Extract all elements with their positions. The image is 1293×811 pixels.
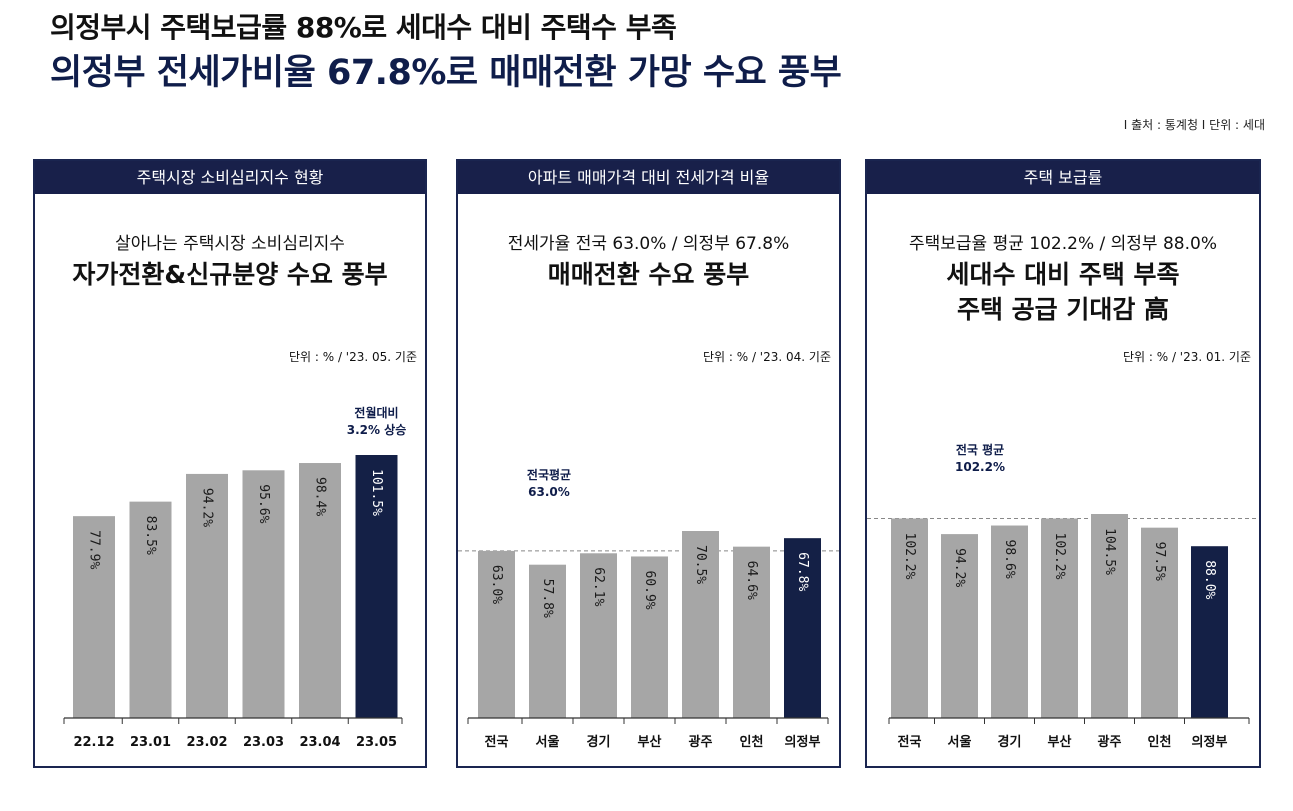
unit-note: 단위 : % / '23. 05. 기준	[288, 350, 417, 364]
panel-headline-line-2: 주택 공급 기대감 高	[956, 295, 1170, 324]
annotation-text: 전국평균	[527, 467, 571, 482]
bar	[73, 516, 115, 718]
panel-headline: 매매전환 수요 풍부	[547, 260, 750, 289]
category-label: 전국	[898, 734, 922, 750]
panel-header: 아파트 매매가격 대비 전세가격 비율	[458, 161, 839, 194]
panel-subtitle: 전세가율 전국 63.0% / 의정부 67.8%	[507, 234, 790, 254]
category-label: 22.12	[73, 735, 114, 750]
bar-value-label: 97.5%	[1152, 542, 1167, 581]
bar-value-label: 101.5%	[369, 469, 384, 516]
bar-value-label: 83.5%	[143, 516, 158, 555]
bar-value-label: 88.0%	[1202, 560, 1217, 599]
bar-value-label: 62.1%	[591, 567, 606, 606]
bar	[478, 550, 515, 718]
panel-subtitle: 살아나는 주택시장 소비심리지수	[115, 234, 345, 254]
bar	[580, 553, 617, 718]
annotation-text: 3.2% 상승	[347, 422, 407, 437]
category-label: 인천	[1148, 734, 1172, 750]
unit-note: 단위 : % / '23. 04. 기준	[702, 350, 831, 364]
bar-value-label: 104.5%	[1102, 528, 1117, 575]
sentiment-bar-chart: 77.9% 22.12 83.5% 23.01 94.2% 23.02 95.6% 23.03…	[63, 405, 407, 750]
panel-consumer-sentiment: 주택시장 소비심리지수 현황 살아나는 주택시장 소비심리지수 자가전환&신규분…	[33, 159, 427, 768]
unit-note: 단위 : % / '23. 01. 기준	[1122, 350, 1251, 364]
bar	[891, 518, 928, 718]
bar-value-label: 67.8%	[795, 552, 810, 591]
category-label: 전국	[485, 734, 509, 750]
bar	[1091, 514, 1128, 718]
bar	[682, 531, 719, 718]
bar	[733, 546, 770, 718]
bar-value-label: 57.8%	[540, 579, 555, 618]
bar	[299, 463, 341, 718]
bar-value-label: 102.2%	[902, 532, 917, 579]
category-label: 경기	[587, 734, 611, 750]
category-label: 23.02	[186, 735, 227, 750]
bar-value-label: 102.2%	[1052, 532, 1067, 579]
bar	[355, 455, 398, 718]
annotation-text: 전국 평균	[956, 442, 1004, 457]
category-label: 광주	[689, 735, 713, 750]
panel-subtitle: 주택보급율 평균 102.2% / 의정부 88.0%	[909, 234, 1217, 254]
category-label: 경기	[998, 734, 1022, 750]
bar	[242, 470, 285, 718]
bar	[631, 556, 668, 718]
bar	[941, 534, 978, 718]
bar	[1141, 527, 1178, 718]
annotation-text: 63.0%	[528, 485, 570, 499]
category-label: 의정부	[1192, 734, 1228, 750]
bar-value-label: 77.9%	[87, 530, 102, 569]
annotation-text: 102.2%	[955, 460, 1005, 474]
title-line-1: 의정부시 주택보급률 88%로 세대수 대비 주택수 부족	[50, 11, 677, 44]
jeonse-ratio-bar-chart: 63.0% 전국 57.8% 서울 62.1% 경기 60.9% 부산 70.5% 광주 64.6%…	[458, 467, 839, 750]
panel-header: 주택시장 소비심리지수 현황	[35, 161, 425, 194]
category-label: 23.01	[130, 735, 171, 750]
bar-value-label: 94.2%	[200, 488, 215, 527]
panel-header: 주택 보급률	[867, 161, 1259, 194]
title-line-2: 의정부 전세가비율 67.8%로 매매전환 가망 수요 풍부	[50, 53, 842, 93]
housing-supply-bar-chart: 102.2% 전국 94.2% 서울 98.6% 경기 102.2% 부산 104.5% 광주 97…	[867, 442, 1259, 750]
bar-value-label: 95.6%	[256, 484, 271, 523]
bar	[129, 501, 172, 718]
category-label: 서울	[536, 734, 560, 750]
bar-value-label: 94.2%	[952, 548, 967, 587]
bar-value-label: 70.5%	[693, 545, 708, 584]
category-label: 의정부	[785, 734, 821, 750]
bar	[186, 473, 228, 718]
bar-value-label: 60.9%	[642, 570, 657, 609]
category-label: 부산	[1048, 734, 1072, 750]
panel-headline: 세대수 대비 주택 부족 주택 공급 기대감 高	[867, 257, 1259, 327]
annotation-text: 전월대비	[354, 405, 398, 420]
panel-housing-supply: 주택 보급률 주택보급율 평균 102.2% / 의정부 88.0% 세대수 대…	[865, 159, 1261, 768]
panel-headline: 자가전환&신규분양 수요 풍부	[72, 260, 388, 289]
bar-value-label: 63.0%	[489, 565, 504, 604]
bar	[784, 538, 821, 718]
bar-value-label: 98.6%	[1002, 540, 1017, 579]
panel-jeonse-ratio: 아파트 매매가격 대비 전세가격 비율 전세가율 전국 63.0% / 의정부 …	[456, 159, 841, 768]
bar	[1191, 546, 1228, 718]
category-label: 23.05	[356, 735, 397, 750]
source-note: I 출처 : 통계청 I 단위 : 세대	[1123, 118, 1265, 132]
category-label: 23.04	[299, 735, 340, 750]
panel-headline-line-1: 세대수 대비 주택 부족	[946, 260, 1180, 289]
category-label: 인천	[740, 734, 764, 750]
category-label: 광주	[1098, 735, 1122, 750]
category-label: 23.03	[243, 735, 284, 750]
bar	[991, 525, 1028, 718]
category-label: 부산	[638, 734, 662, 750]
bar-value-label: 98.4%	[313, 477, 328, 516]
bar	[1041, 518, 1078, 718]
category-label: 서울	[948, 734, 972, 750]
bar	[529, 564, 566, 718]
bar-value-label: 64.6%	[744, 561, 759, 600]
